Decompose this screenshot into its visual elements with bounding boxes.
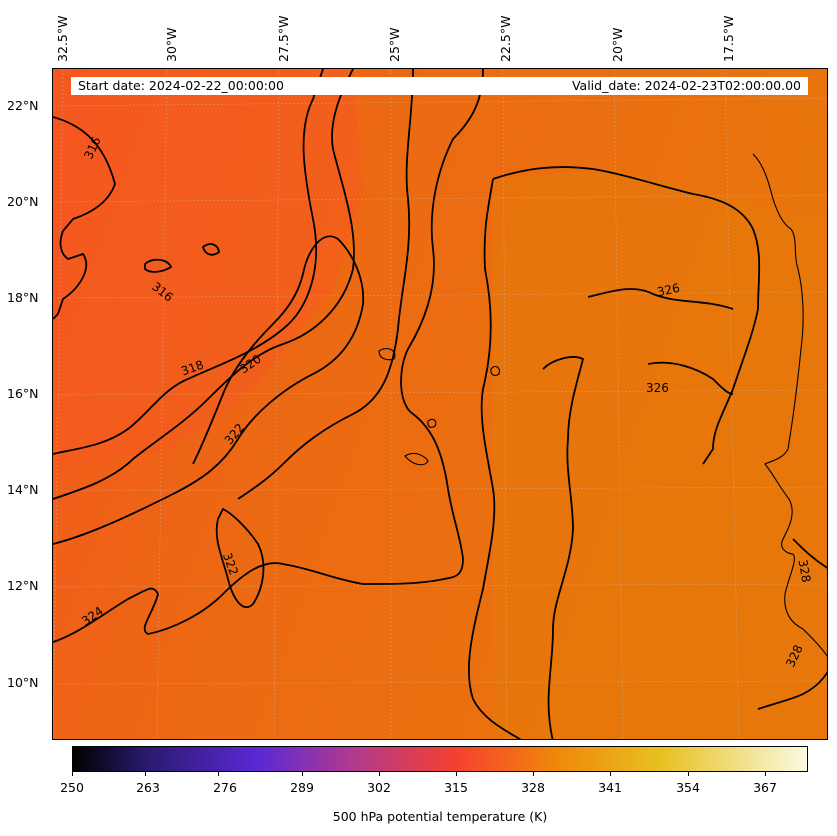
- lat-label-10n: 10°N: [7, 675, 39, 690]
- lon-label-20w: 20°W: [610, 27, 625, 62]
- colorbar-tick-label: 341: [598, 780, 622, 795]
- colorbar-tick-label: 263: [136, 780, 160, 795]
- contour-322-c: [215, 507, 265, 609]
- valid-date-text: Valid_date: 2024-02-23T02:00:00.00: [571, 78, 801, 93]
- colorbar-tick-label: 302: [367, 780, 391, 795]
- contour-316: [53, 116, 116, 320]
- contour-320: [53, 69, 355, 500]
- colorbar-tick-mark: [456, 772, 457, 776]
- colorbar-tick-label: 250: [60, 780, 84, 795]
- lon-label-27-5w: 27.5°W: [276, 15, 291, 62]
- coastline: [378, 153, 827, 657]
- contour-326-main: [467, 178, 522, 739]
- colorbar-tick-mark: [302, 772, 303, 776]
- colorbar-tick-mark: [765, 772, 766, 776]
- cape-verde-1: [427, 418, 437, 428]
- colorbar-tick-mark: [610, 772, 611, 776]
- colorbar-tick-mark: [145, 772, 146, 776]
- colorbar-title: 500 hPa potential temperature (K): [332, 809, 548, 824]
- lon-label-22-5w: 22.5°W: [498, 15, 513, 62]
- lon-label-17-5w: 17.5°W: [721, 15, 736, 62]
- colorbar-tick-label: 354: [676, 780, 700, 795]
- cape-verde-3: [490, 365, 500, 376]
- contour-326-b: [587, 288, 734, 310]
- contour-328-b: [792, 538, 827, 569]
- cold-region-2: [53, 69, 363, 469]
- lat-label-14n: 14°N: [7, 482, 39, 497]
- contour-324: [53, 69, 484, 643]
- contour-316-small: [144, 258, 173, 273]
- colorbar-tick-label: 289: [290, 780, 314, 795]
- colorbar-tick-label: 328: [521, 780, 545, 795]
- contour-label: 326: [646, 381, 669, 395]
- contour-326-c: [647, 361, 734, 395]
- colorbar-tick-label: 367: [753, 780, 777, 795]
- africa-coast: [752, 153, 827, 657]
- colorbar-tick-label: 315: [444, 780, 468, 795]
- cape-verde-4: [378, 348, 396, 361]
- warm-region: [493, 169, 827, 739]
- contour-326-d: [542, 356, 585, 739]
- colorbar-tick-mark: [533, 772, 534, 776]
- colorbar-tick-mark: [218, 772, 219, 776]
- contour-322-b: [237, 69, 414, 500]
- contour-316-small-2: [201, 243, 220, 256]
- lat-label-16n: 16°N: [7, 386, 39, 401]
- start-date-text: Start date: 2024-02-22_00:00:00: [78, 78, 284, 93]
- graticule: [53, 69, 827, 739]
- contours: [53, 69, 827, 739]
- contour-322: [53, 235, 365, 545]
- colorbar-tick-mark: [688, 772, 689, 776]
- colorbar-tick-label: 276: [213, 780, 237, 795]
- lon-label-32-5w: 32.5°W: [55, 15, 70, 62]
- lat-label-22n: 22°N: [7, 98, 39, 113]
- map-panel[interactable]: 316 316 318 320 322 322 324 326 326 328 …: [52, 68, 828, 740]
- lon-label-30w: 30°W: [164, 27, 179, 62]
- colorbar-tick-mark: [379, 772, 380, 776]
- colorbar: [72, 746, 808, 772]
- date-banner: Start date: 2024-02-22_00:00:00 Valid_da…: [71, 77, 808, 95]
- colorbar-tick-mark: [72, 772, 73, 776]
- lon-label-25w: 25°W: [387, 27, 402, 62]
- lat-label-18n: 18°N: [7, 290, 39, 305]
- cape-verde-2: [404, 452, 429, 466]
- map-canvas: [53, 69, 827, 739]
- lat-label-20n: 20°N: [7, 194, 39, 209]
- lat-label-12n: 12°N: [7, 578, 39, 593]
- contour-326: [492, 166, 761, 465]
- contour-318: [53, 69, 324, 455]
- contour-328: [757, 670, 827, 710]
